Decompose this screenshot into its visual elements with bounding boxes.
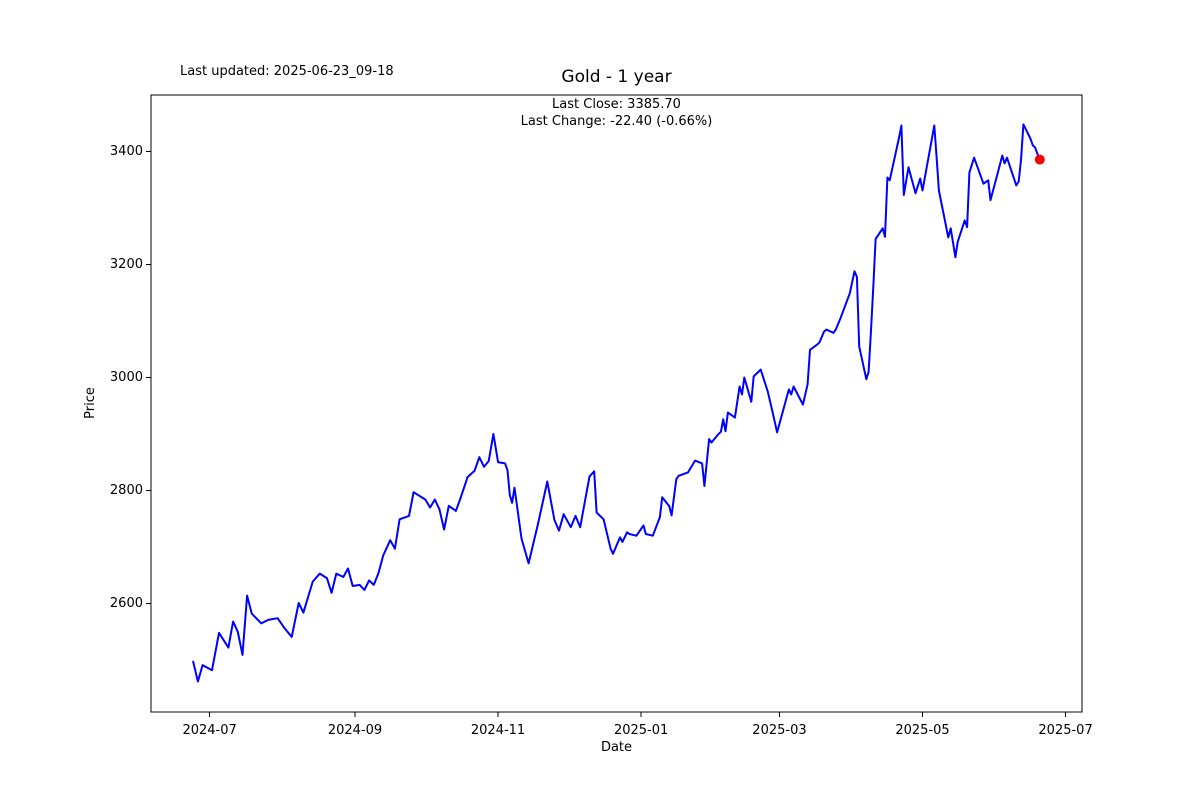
y-tick-label: 2800 — [109, 482, 143, 498]
x-axis-label: Date — [600, 740, 633, 755]
x-tick-label: 2025-05 — [895, 723, 950, 738]
x-tick-label: 2025-03 — [752, 723, 807, 738]
y-tick-label: 2600 — [109, 595, 143, 611]
x-tick-label: 2024-09 — [327, 723, 383, 738]
y-tick-label: 3400 — [109, 143, 143, 159]
last-price-marker — [1034, 154, 1045, 165]
y-tick-label: 3000 — [109, 369, 143, 385]
x-tick-label: 2025-01 — [613, 723, 669, 738]
y-tick-label: 3200 — [109, 256, 143, 272]
x-tick-label: 2024-11 — [470, 723, 526, 738]
last-close-text: Last Close: 3385.70 — [552, 97, 681, 112]
last-updated-text: Last updated: 2025-06-23_09-18 — [180, 64, 394, 79]
price-line — [192, 123, 1041, 683]
y-axis-label: Price — [83, 387, 98, 419]
x-tick-label: 2025-07 — [1038, 723, 1093, 738]
plot-frame — [150, 94, 1083, 713]
chart-subtitle: Last Close: 3385.70 Last Change: -22.40 … — [151, 97, 1082, 130]
last-change-text: Last Change: -22.40 (-0.66%) — [520, 113, 713, 129]
chart-title: Gold - 1 year — [561, 67, 672, 87]
x-tick-label: 2024-07 — [182, 723, 237, 738]
